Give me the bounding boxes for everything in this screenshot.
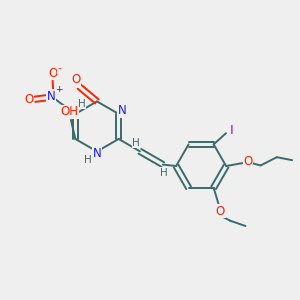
Text: I: I: [230, 124, 233, 137]
Text: H: H: [84, 155, 92, 165]
Text: O: O: [216, 205, 225, 218]
Text: O: O: [71, 73, 80, 86]
Text: O: O: [48, 67, 57, 80]
Text: +: +: [56, 85, 63, 94]
Text: N: N: [118, 104, 127, 118]
Text: N: N: [93, 147, 101, 160]
Text: H: H: [160, 168, 168, 178]
Text: O: O: [24, 93, 33, 106]
Text: -: -: [57, 63, 61, 73]
Text: H: H: [133, 138, 140, 148]
Text: N: N: [46, 90, 55, 103]
Text: OH: OH: [60, 105, 78, 118]
Text: H: H: [78, 99, 86, 109]
Text: O: O: [243, 155, 252, 168]
